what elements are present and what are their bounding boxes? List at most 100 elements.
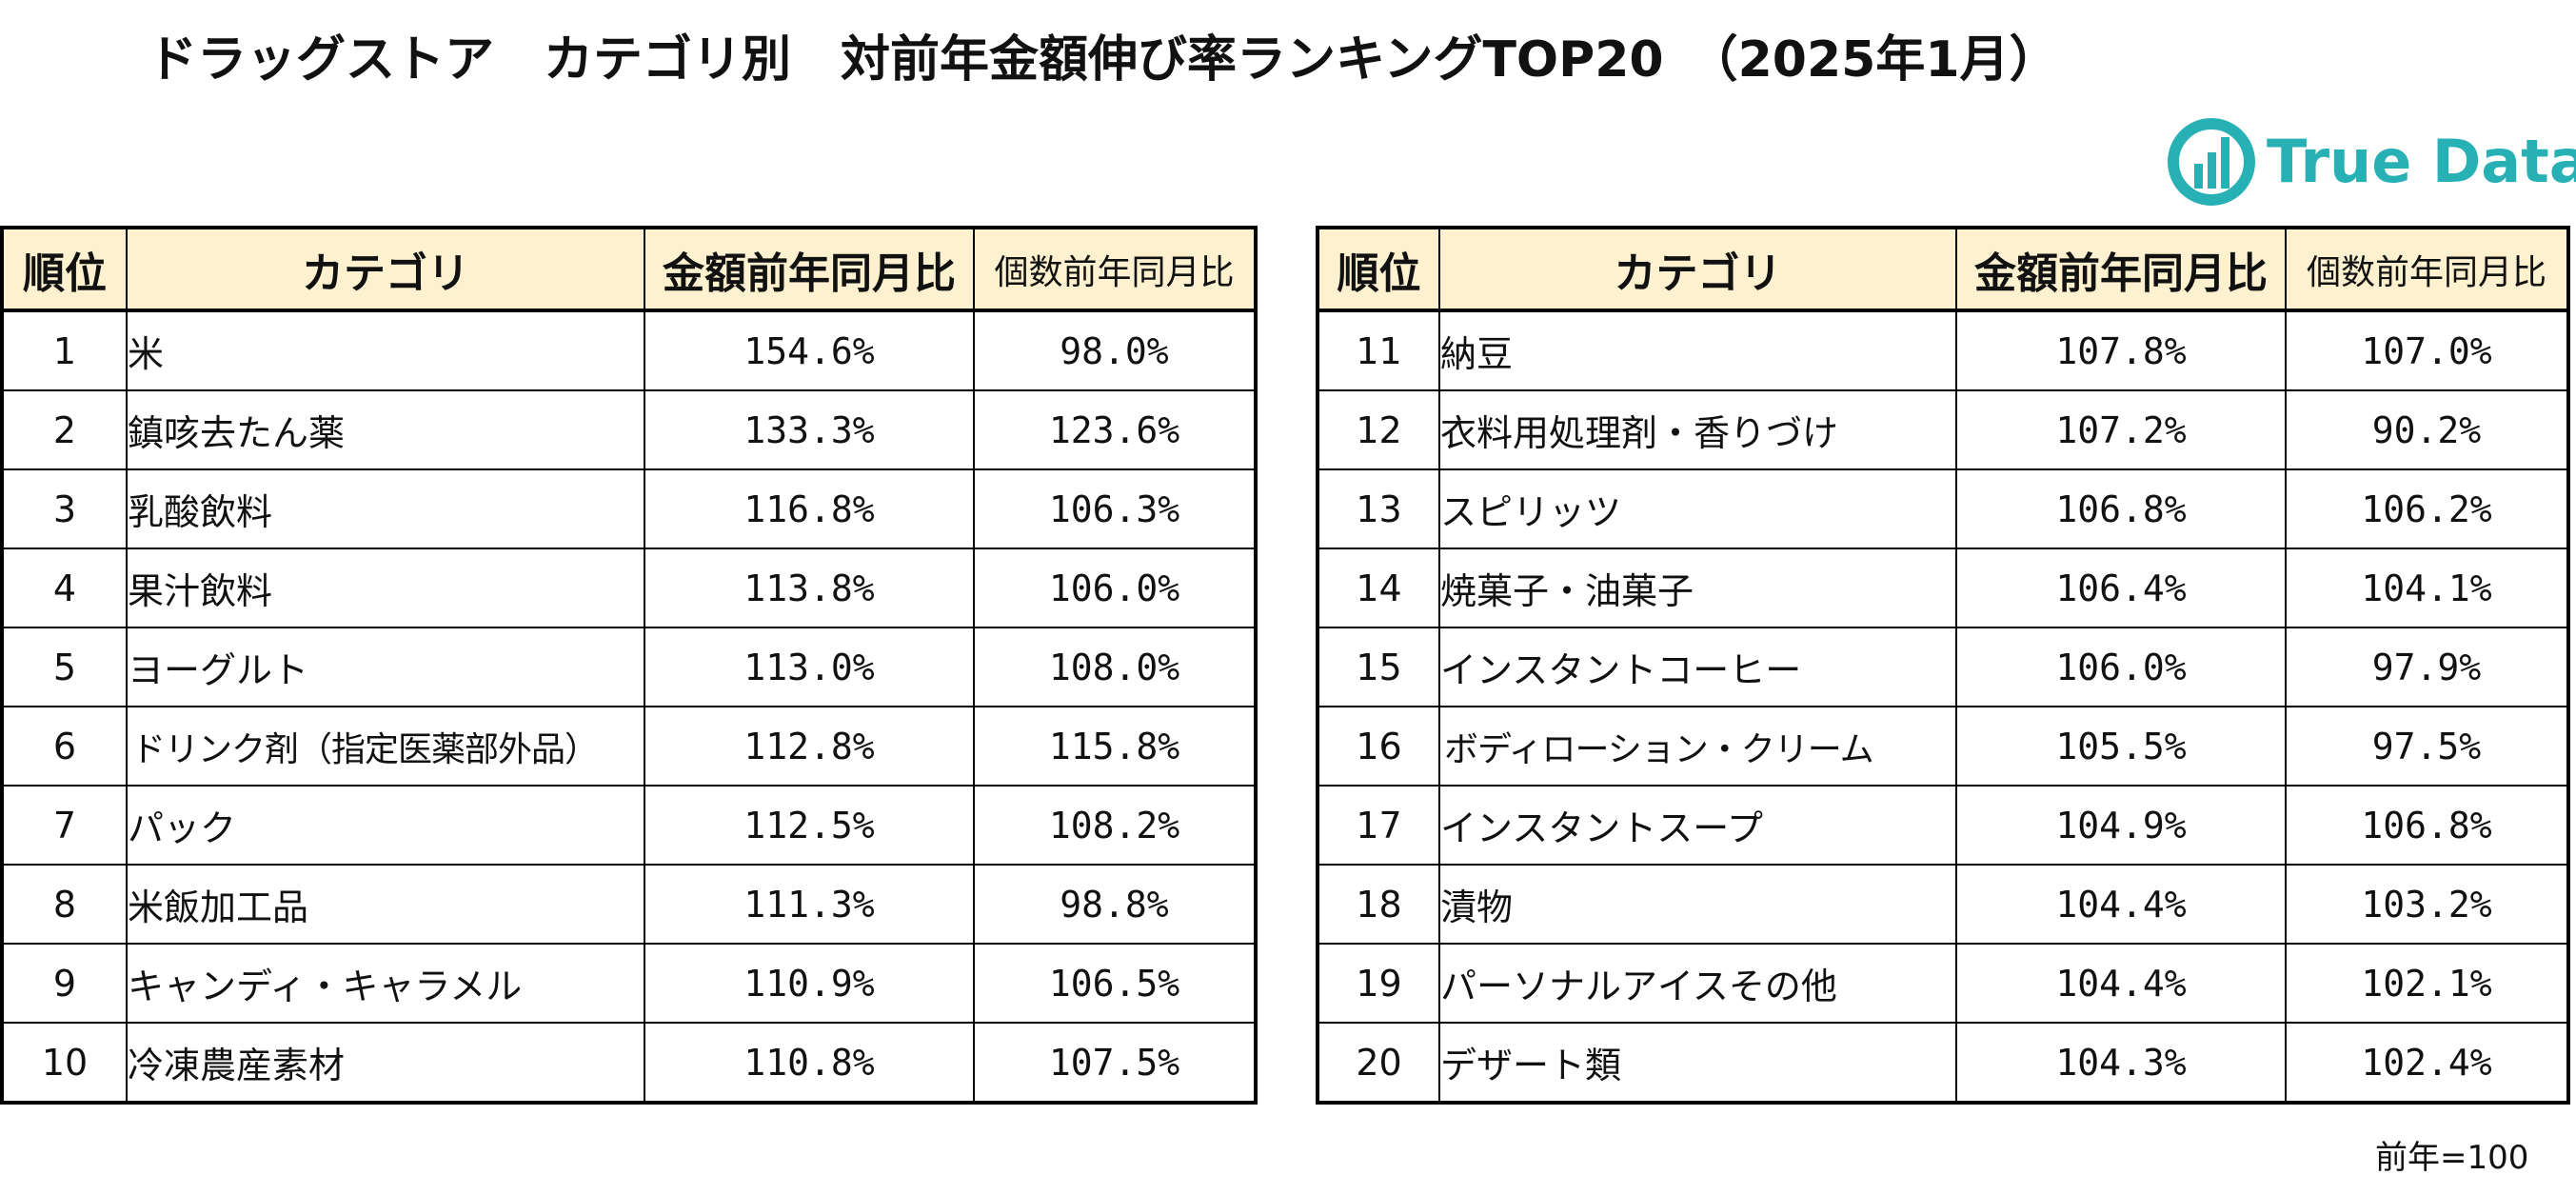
rank-cell: 7 [1, 785, 128, 866]
table-row: 17 インスタントスープ 104.9% 106.8% [1317, 785, 2569, 866]
chart-circle-icon [2168, 118, 2255, 206]
table-row: 11 納豆 107.8% 107.0% [1317, 309, 2569, 391]
table-row: 15 インスタントコーヒー 106.0% 97.9% [1317, 627, 2569, 707]
rank-cell: 13 [1317, 468, 1440, 549]
table-row: 1 米 154.6% 98.0% [1, 309, 1257, 391]
category-cell: パーソナルアイスその他 [1438, 943, 1957, 1024]
page-title: ドラッグストア カテゴリ別 対前年金額伸び率ランキングTOP20 （2025年1… [148, 31, 2059, 89]
category-cell: 鎮咳去たん薬 [126, 389, 645, 470]
amount-cell: 104.9% [1955, 785, 2287, 866]
rank-cell: 10 [1, 1022, 128, 1104]
table-row: 6 ドリンク剤（指定医薬部外品） 112.8% 115.8% [1, 706, 1257, 787]
rank-cell: 14 [1317, 548, 1440, 628]
quantity-cell: 102.4% [2285, 1022, 2569, 1104]
quantity-cell: 106.0% [973, 548, 1257, 628]
amount-cell: 110.8% [644, 1022, 975, 1104]
rank-cell: 9 [1, 943, 128, 1024]
category-cell: 米飯加工品 [126, 864, 645, 945]
amount-cell: 106.8% [1955, 468, 2287, 549]
table-row: 16 ボディローション・クリーム 105.5% 97.5% [1317, 706, 2569, 787]
rank-cell: 11 [1317, 309, 1440, 391]
quantity-cell: 98.8% [973, 864, 1257, 945]
rank-cell: 1 [1, 309, 128, 391]
ranking-table-left: 順位 カテゴリ 金額前年同月比 個数前年同月比 1 米 154.6% 98.0% 2 鎮咳… [0, 226, 1258, 1105]
table-row: 12 衣料用処理剤・香りづけ 107.2% 90.2% [1317, 389, 2569, 470]
category-cell: キャンディ・キャラメル [126, 943, 645, 1024]
category-cell: パック [126, 785, 645, 866]
category-cell: ヨーグルト [126, 627, 645, 707]
rank-cell: 17 [1317, 785, 1440, 866]
quantity-cell: 97.5% [2285, 706, 2569, 787]
logo-text: True Data [2267, 127, 2576, 196]
quantity-cell: 107.5% [973, 1022, 1257, 1104]
amount-cell: 112.8% [644, 706, 975, 787]
rank-cell: 5 [1, 627, 128, 707]
rank-cell: 2 [1, 389, 128, 470]
amount-cell: 116.8% [644, 468, 975, 549]
rank-cell: 12 [1317, 389, 1440, 470]
category-cell: 冷凍農産素材 [126, 1022, 645, 1104]
table-row: 13 スピリッツ 106.8% 106.2% [1317, 468, 2569, 549]
table-row: 20 デザート類 104.3% 102.4% [1317, 1022, 2569, 1104]
quantity-cell: 90.2% [2285, 389, 2569, 470]
quantity-cell: 107.0% [2285, 309, 2569, 391]
amount-cell: 105.5% [1955, 706, 2287, 787]
quantity-cell: 106.2% [2285, 468, 2569, 549]
quantity-cell: 108.2% [973, 785, 1257, 866]
amount-cell: 107.8% [1955, 309, 2287, 391]
column-header-category: カテゴリ [1438, 227, 1957, 312]
table-body-right: 11 納豆 107.8% 107.0% 12 衣料用処理剤・香りづけ 107.2% 90.2%… [1317, 309, 2569, 1104]
quantity-cell: 97.9% [2285, 627, 2569, 707]
category-cell: 納豆 [1438, 309, 1957, 391]
amount-cell: 106.4% [1955, 548, 2287, 628]
amount-cell: 154.6% [644, 309, 975, 391]
table-row: 4 果汁飲料 113.8% 106.0% [1, 548, 1257, 628]
amount-cell: 113.8% [644, 548, 975, 628]
rank-cell: 16 [1317, 706, 1440, 787]
rank-cell: 20 [1317, 1022, 1440, 1104]
quantity-cell: 102.1% [2285, 943, 2569, 1024]
table-row: 3 乳酸飲料 116.8% 106.3% [1, 468, 1257, 549]
table-row: 18 漬物 104.4% 103.2% [1317, 864, 2569, 945]
quantity-cell: 98.0% [973, 309, 1257, 391]
amount-cell: 112.5% [644, 785, 975, 866]
amount-cell: 104.3% [1955, 1022, 2287, 1104]
category-cell: ボディローション・クリーム [1438, 706, 1957, 787]
table-row: 10 冷凍農産素材 110.8% 107.5% [1, 1022, 1257, 1104]
ranking-table-right: 順位 カテゴリ 金額前年同月比 個数前年同月比 11 納豆 107.8% 107.0%… [1316, 226, 2570, 1105]
category-cell: 乳酸飲料 [126, 468, 645, 549]
quantity-cell: 106.3% [973, 468, 1257, 549]
table-row: 5 ヨーグルト 113.0% 108.0% [1, 627, 1257, 707]
quantity-cell: 106.5% [973, 943, 1257, 1024]
amount-cell: 107.2% [1955, 389, 2287, 470]
amount-cell: 104.4% [1955, 943, 2287, 1024]
rank-cell: 19 [1317, 943, 1440, 1024]
amount-cell: 111.3% [644, 864, 975, 945]
amount-cell: 113.0% [644, 627, 975, 707]
category-cell: 衣料用処理剤・香りづけ [1438, 389, 1957, 470]
column-header-category: カテゴリ [126, 227, 645, 312]
category-cell: 漬物 [1438, 864, 1957, 945]
column-header-amount: 金額前年同月比 [644, 227, 975, 312]
rank-cell: 8 [1, 864, 128, 945]
table-row: 19 パーソナルアイスその他 104.4% 102.1% [1317, 943, 2569, 1024]
category-cell: インスタントコーヒー [1438, 627, 1957, 707]
table-row: 7 パック 112.5% 108.2% [1, 785, 1257, 866]
column-header-quantity: 個数前年同月比 [973, 227, 1257, 312]
category-cell: ドリンク剤（指定医薬部外品） [126, 706, 645, 787]
rank-cell: 3 [1, 468, 128, 549]
quantity-cell: 115.8% [973, 706, 1257, 787]
rank-cell: 18 [1317, 864, 1440, 945]
footnote: 前年=100 [2375, 1139, 2529, 1177]
quantity-cell: 123.6% [973, 389, 1257, 470]
column-header-quantity: 個数前年同月比 [2285, 227, 2569, 312]
category-cell: スピリッツ [1438, 468, 1957, 549]
true-data-logo: True Data [2166, 112, 2576, 211]
table-row: 8 米飯加工品 111.3% 98.8% [1, 864, 1257, 945]
category-cell: 焼菓子・油菓子 [1438, 548, 1957, 628]
amount-cell: 110.9% [644, 943, 975, 1024]
rank-cell: 4 [1, 548, 128, 628]
rank-cell: 15 [1317, 627, 1440, 707]
column-header-rank: 順位 [1, 227, 128, 312]
category-cell: 果汁飲料 [126, 548, 645, 628]
